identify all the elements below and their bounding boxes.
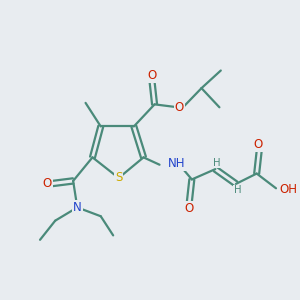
Text: N: N xyxy=(73,201,82,214)
Text: O: O xyxy=(254,138,263,151)
Text: O: O xyxy=(147,69,156,82)
Text: H: H xyxy=(234,185,241,195)
Text: O: O xyxy=(184,202,194,215)
Text: O: O xyxy=(42,177,52,190)
Text: S: S xyxy=(115,172,122,184)
Text: H: H xyxy=(213,158,220,168)
Text: O: O xyxy=(175,101,184,114)
Text: NH: NH xyxy=(168,157,185,170)
Text: OH: OH xyxy=(279,183,297,196)
